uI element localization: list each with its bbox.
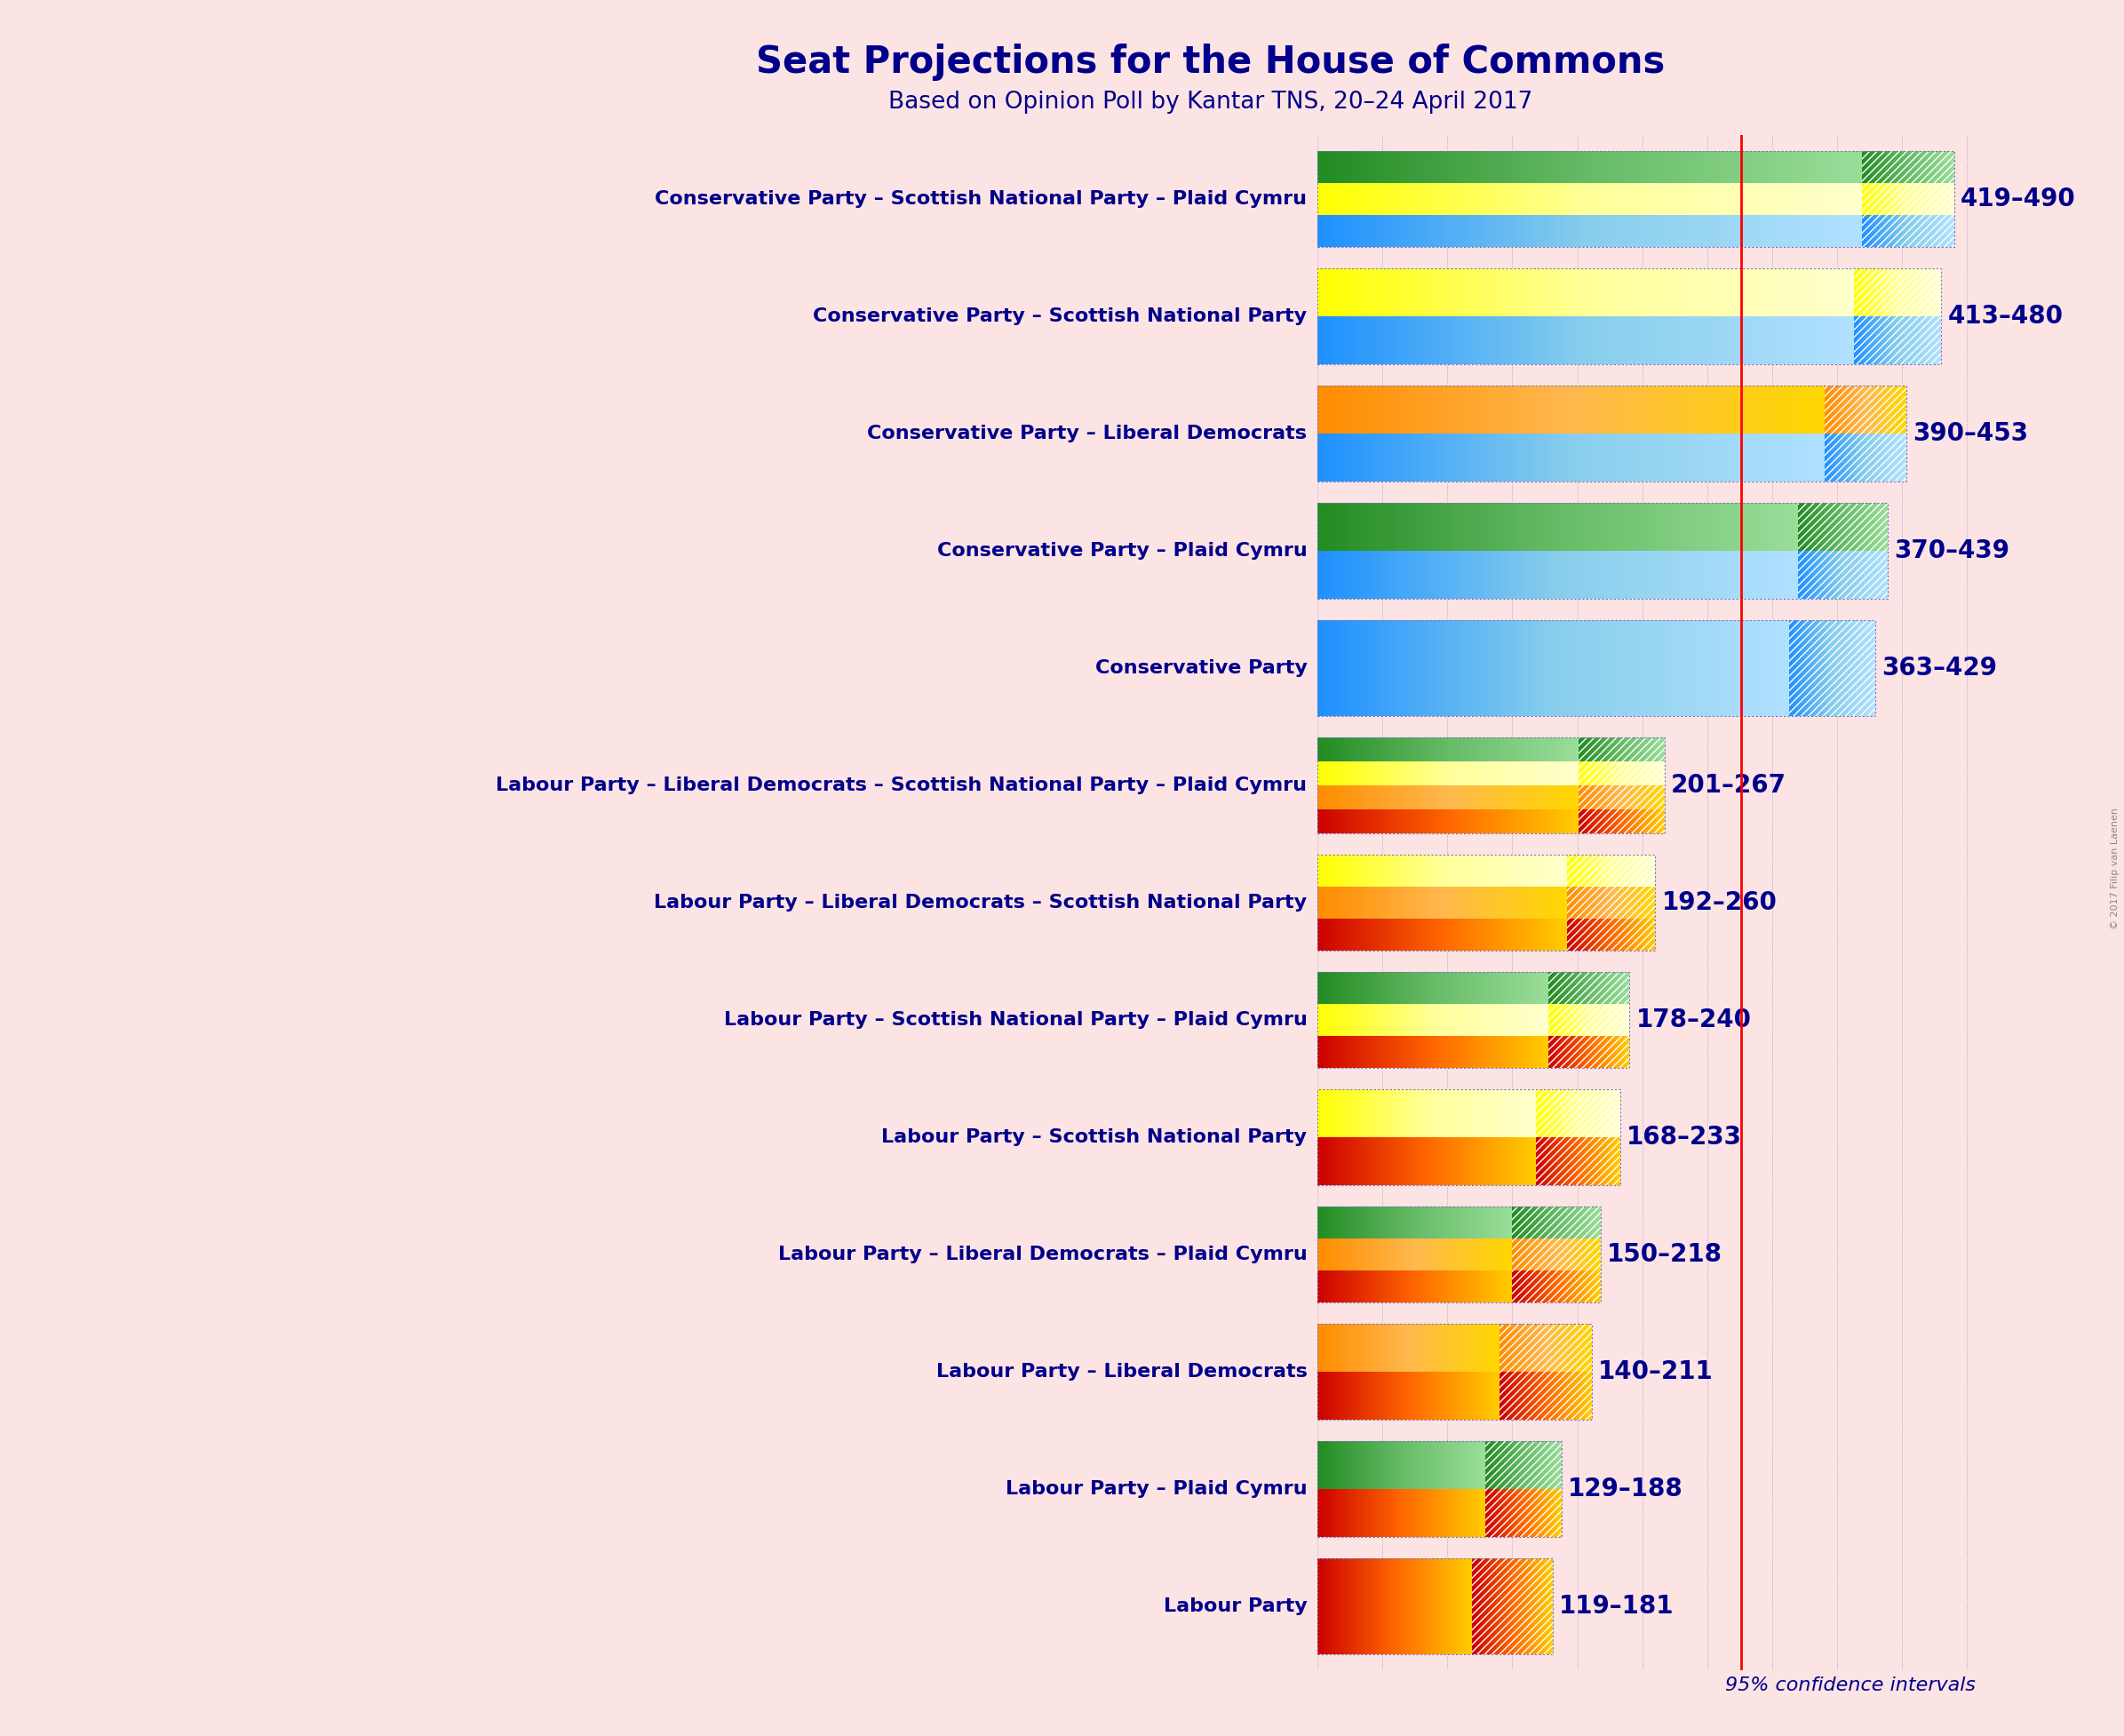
Bar [1825,434,1905,483]
Text: Labour Party – Scottish National Party – Plaid Cymru: Labour Party – Scottish National Party –… [724,1010,1306,1029]
Text: 178–240: 178–240 [1635,1007,1752,1033]
Text: 192–260: 192–260 [1661,891,1778,915]
Text: Seat Projections for the House of Commons: Seat Projections for the House of Common… [756,43,1665,80]
Bar [1472,1557,1553,1654]
Bar [1536,1137,1621,1186]
Bar [1825,385,1905,434]
Text: 168–233: 168–233 [1627,1125,1742,1149]
Bar [1512,1238,1601,1271]
Text: Conservative Party – Scottish National Party: Conservative Party – Scottish National P… [813,307,1306,325]
Text: 150–218: 150–218 [1608,1241,1723,1267]
Bar [1500,1371,1591,1420]
Bar [1578,762,1665,785]
Bar [1568,918,1655,951]
Text: 370–439: 370–439 [1895,538,2009,564]
Text: Labour Party – Liberal Democrats: Labour Party – Liberal Democrats [937,1363,1306,1380]
Text: © 2017 Filip van Laenen: © 2017 Filip van Laenen [2111,807,2120,929]
Text: 201–267: 201–267 [1672,773,1786,799]
Bar [1536,1088,1621,1137]
Bar [1548,972,1629,1003]
Bar [1512,1271,1601,1302]
Bar [1500,1323,1591,1371]
Bar [1548,1036,1629,1068]
Text: 419–490: 419–490 [1960,187,2075,212]
Text: Labour Party – Scottish National Party: Labour Party – Scottish National Party [881,1128,1306,1146]
Bar [1578,785,1665,809]
Bar [1799,550,1888,599]
Text: Labour Party – Liberal Democrats – Plaid Cymru: Labour Party – Liberal Democrats – Plaid… [777,1245,1306,1264]
Bar [1568,854,1655,887]
Text: Labour Party – Liberal Democrats – Scottish National Party – Plaid Cymru: Labour Party – Liberal Democrats – Scott… [497,776,1306,795]
Bar [1548,1003,1629,1036]
Bar [1512,1207,1601,1238]
Bar [1485,1489,1561,1536]
Text: Based on Opinion Poll by Kantar TNS, 20–24 April 2017: Based on Opinion Poll by Kantar TNS, 20–… [888,90,1534,113]
Bar [1568,887,1655,918]
Bar [1578,809,1665,833]
Text: 363–429: 363–429 [1882,656,1997,681]
Bar [1854,316,1941,365]
Text: Labour Party – Liberal Democrats – Scottish National Party: Labour Party – Liberal Democrats – Scott… [654,894,1306,911]
Text: Conservative Party – Scottish National Party – Plaid Cymru: Conservative Party – Scottish National P… [654,191,1306,208]
Bar [1863,184,1954,215]
Text: 119–181: 119–181 [1559,1594,1674,1618]
Bar [1863,151,1954,184]
Text: Conservative Party: Conservative Party [1094,660,1306,677]
Text: 129–188: 129–188 [1568,1476,1684,1502]
Bar [1485,1441,1561,1489]
Text: Labour Party: Labour Party [1164,1597,1306,1614]
Bar [1799,503,1888,550]
Text: Labour Party – Plaid Cymru: Labour Party – Plaid Cymru [1005,1481,1306,1498]
Text: 413–480: 413–480 [1948,304,2062,330]
Text: Conservative Party – Plaid Cymru: Conservative Party – Plaid Cymru [937,542,1306,561]
Text: 95% confidence intervals: 95% confidence intervals [1725,1677,1975,1694]
Text: Conservative Party – Liberal Democrats: Conservative Party – Liberal Democrats [867,425,1306,443]
Text: 140–211: 140–211 [1597,1359,1714,1384]
Bar [1788,620,1875,717]
Bar [1863,215,1954,248]
Bar [1854,269,1941,316]
Text: 390–453: 390–453 [1912,422,2028,446]
Bar [1578,738,1665,762]
